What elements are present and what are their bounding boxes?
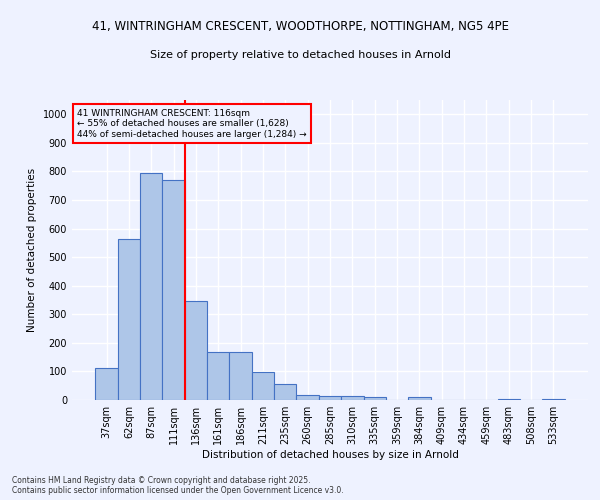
Bar [341, 396, 364, 400]
Bar [252, 372, 274, 400]
Text: 41, WINTRINGHAM CRESCENT, WOODTHORPE, NOTTINGHAM, NG5 4PE: 41, WINTRINGHAM CRESCENT, WOODTHORPE, NO… [91, 20, 509, 33]
Bar [274, 384, 296, 400]
Bar [408, 397, 431, 400]
Bar [207, 352, 229, 400]
Bar [542, 398, 565, 400]
Bar [319, 396, 341, 400]
X-axis label: Distribution of detached houses by size in Arnold: Distribution of detached houses by size … [202, 450, 458, 460]
Bar [296, 395, 319, 400]
Bar [95, 368, 118, 400]
Bar [229, 352, 252, 400]
Bar [140, 173, 163, 400]
Bar [364, 397, 386, 400]
Y-axis label: Number of detached properties: Number of detached properties [27, 168, 37, 332]
Bar [163, 180, 185, 400]
Bar [118, 239, 140, 400]
Text: Contains HM Land Registry data © Crown copyright and database right 2025.
Contai: Contains HM Land Registry data © Crown c… [12, 476, 344, 495]
Text: 41 WINTRINGHAM CRESCENT: 116sqm
← 55% of detached houses are smaller (1,628)
44%: 41 WINTRINGHAM CRESCENT: 116sqm ← 55% of… [77, 109, 307, 139]
Bar [497, 398, 520, 400]
Bar [185, 300, 207, 400]
Text: Size of property relative to detached houses in Arnold: Size of property relative to detached ho… [149, 50, 451, 60]
